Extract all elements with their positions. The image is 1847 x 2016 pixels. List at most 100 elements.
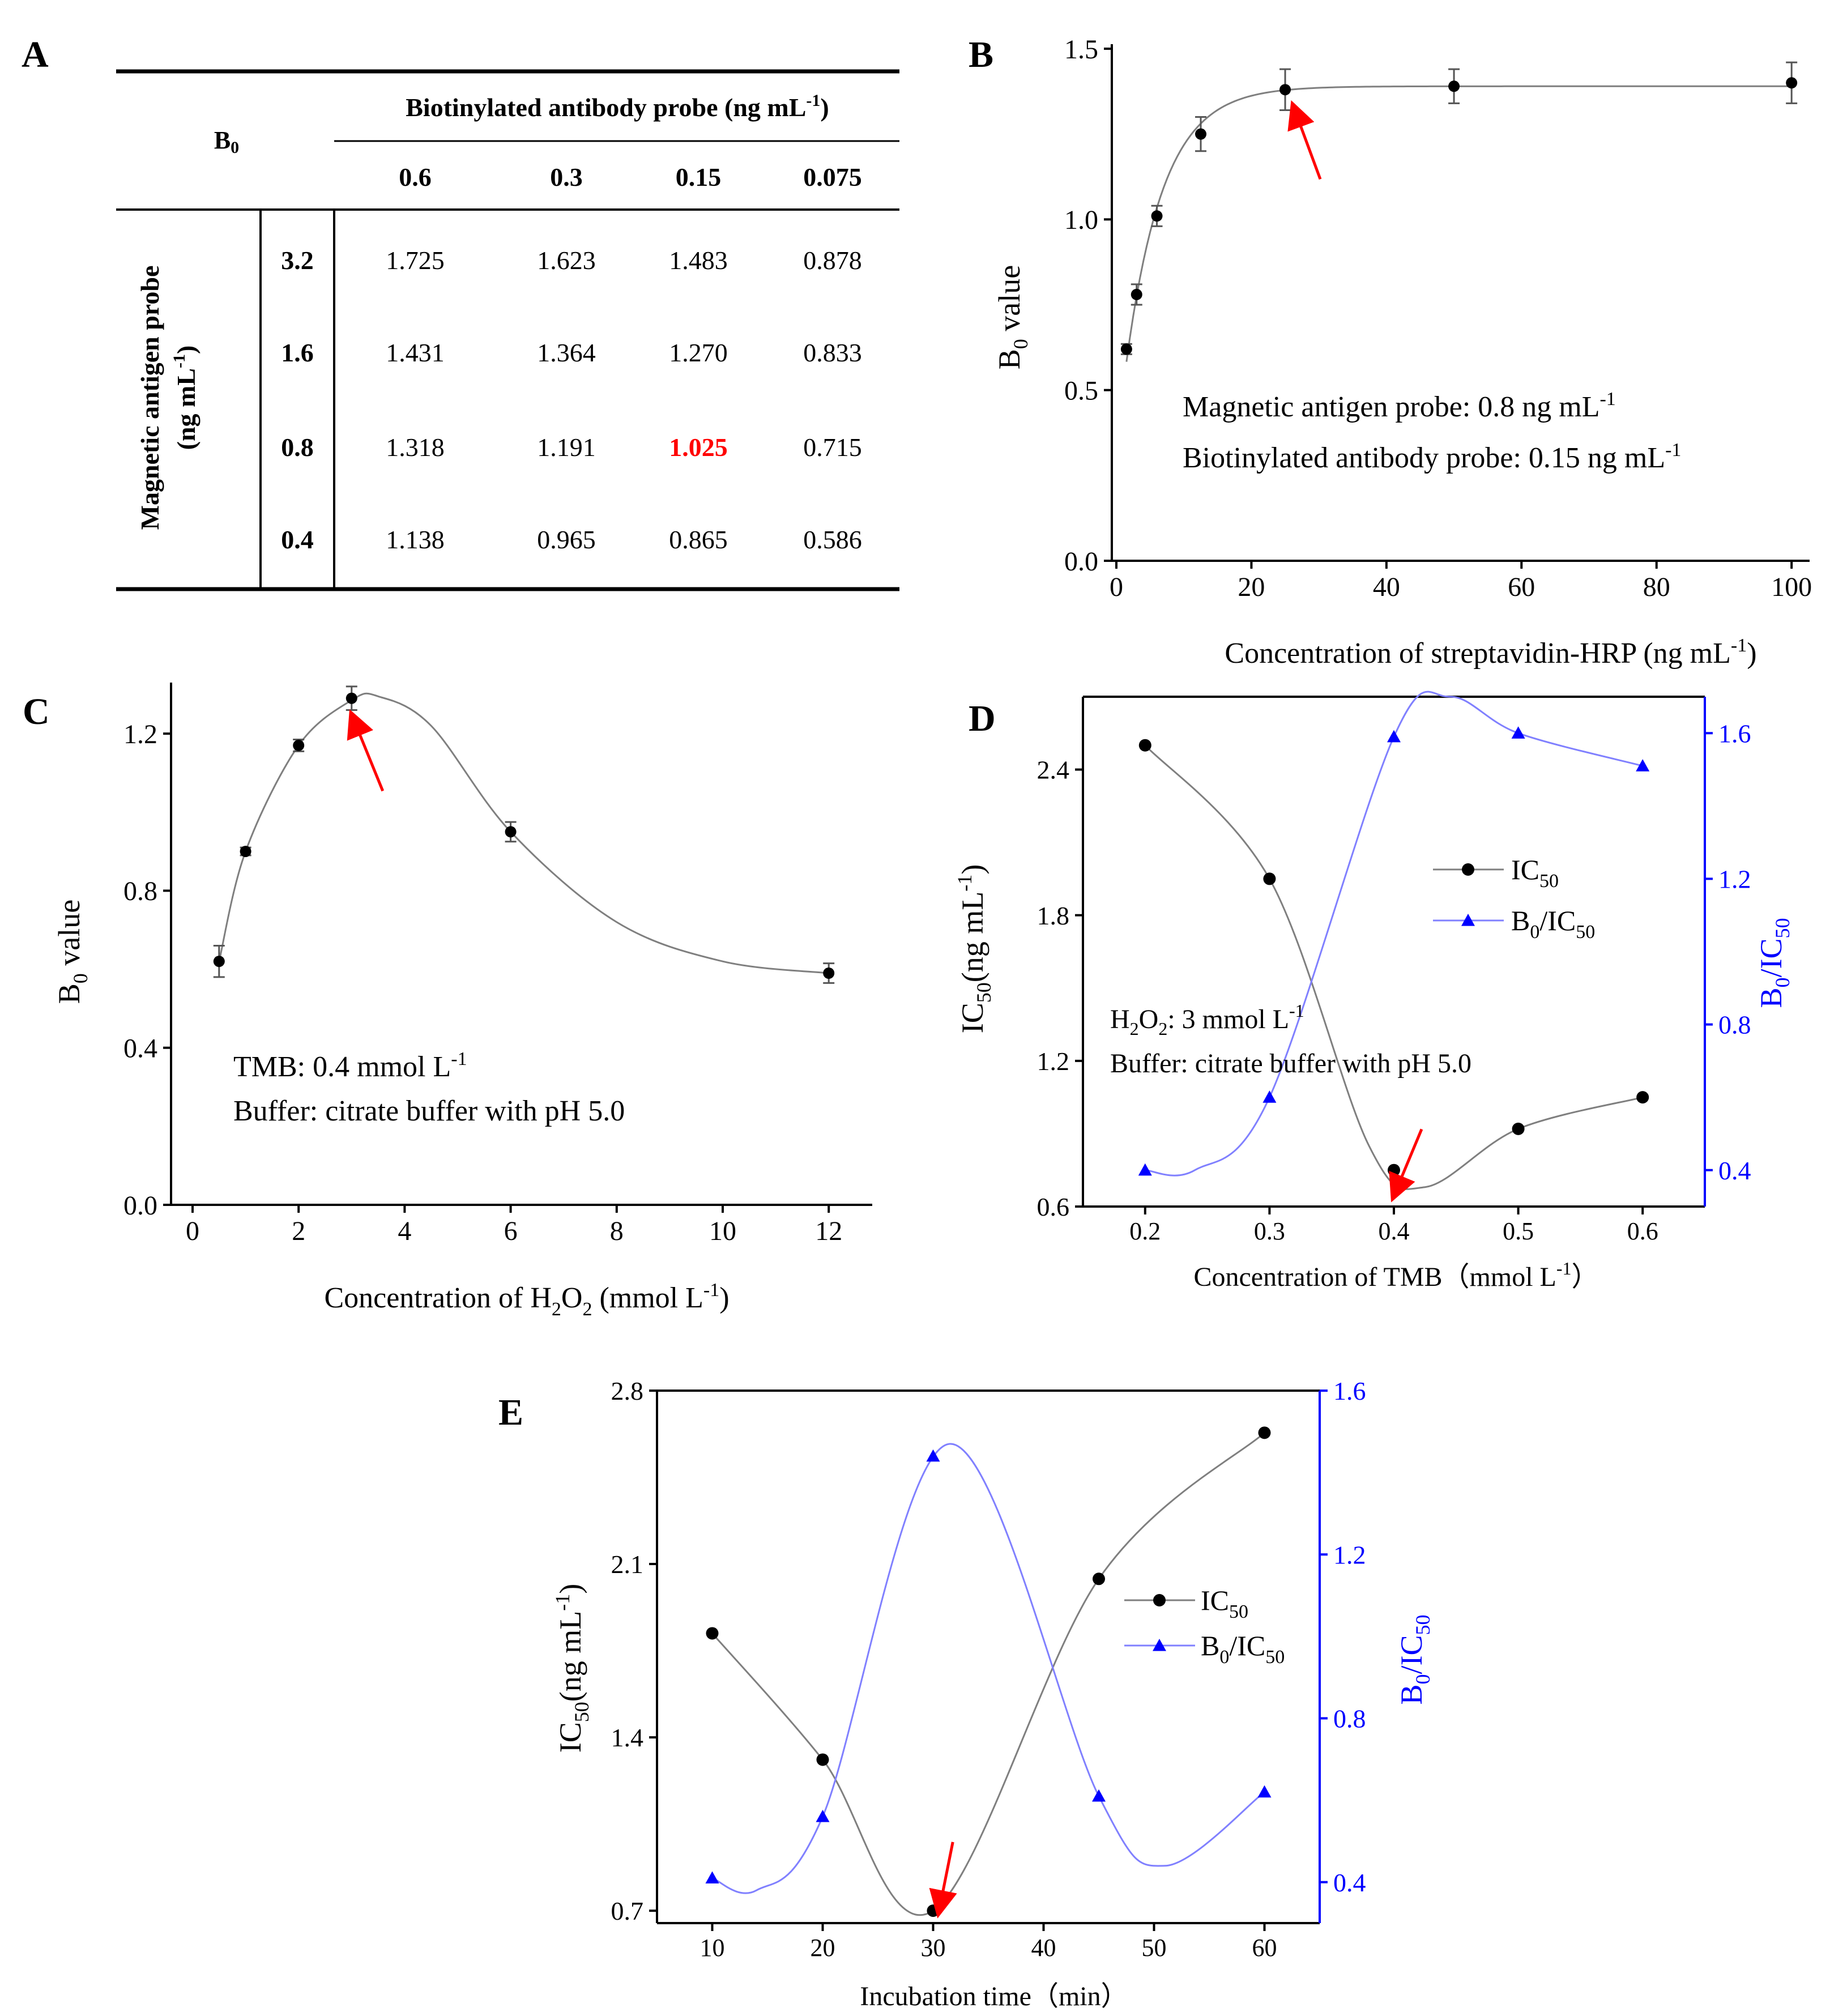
red-arrow bbox=[929, 1842, 957, 1919]
y-tick-label: 2.1 bbox=[611, 1550, 644, 1579]
chart-c-annotation-1: TMB: 0.4 mmol L-1 bbox=[233, 1049, 467, 1083]
data-point bbox=[1448, 80, 1460, 92]
panel-b: B 0 20 40 60 80 100 0.0 0.5 1.0 1.5 Concentration… bbox=[969, 34, 1812, 670]
table-row-label: 0.8 bbox=[281, 433, 314, 462]
x-tick-label: 0.4 bbox=[1379, 1217, 1410, 1245]
chart-d-annotation-1: H2O2: 3 mmol L-1 bbox=[1110, 1000, 1304, 1039]
ratio-point bbox=[1387, 730, 1401, 743]
ic50-point bbox=[1512, 1122, 1525, 1135]
x-tick-label: 10 bbox=[700, 1934, 725, 1962]
x-tick-label: 0.5 bbox=[1503, 1217, 1534, 1245]
y-tick-label: 2.8 bbox=[611, 1376, 644, 1405]
y-tick-label: 1.2 bbox=[123, 719, 157, 749]
svg-text:B0 value: B0 value bbox=[992, 265, 1032, 369]
panel-b-label: B bbox=[969, 34, 993, 75]
legend-ratio-marker bbox=[1153, 1639, 1166, 1651]
table-cell: 0.715 bbox=[803, 433, 862, 462]
legend-ratio-marker bbox=[1461, 914, 1475, 926]
x-tick-label: 50 bbox=[1142, 1934, 1167, 1962]
x-tick-label: 20 bbox=[1238, 572, 1265, 602]
table-row: 0.8 1.318 1.191 1.025 0.715 bbox=[281, 433, 862, 462]
data-point bbox=[345, 692, 357, 704]
ic50-point bbox=[1258, 1426, 1271, 1439]
panel-d-label: D bbox=[969, 698, 996, 739]
x-tick-label: 2 bbox=[292, 1216, 305, 1246]
red-arrow bbox=[347, 709, 385, 792]
chart-e-ylabel-left: IC50(ng mL-1) bbox=[551, 1584, 593, 1753]
chart-b-annotation-2: Biotinylated antibody probe: 0.15 ng mL-… bbox=[1183, 440, 1681, 474]
chart-d-xlabel: Concentration of TMB（mmol L-1） bbox=[1193, 1258, 1598, 1292]
x-tick-label: 40 bbox=[1373, 572, 1400, 602]
x-tick-label: 4 bbox=[398, 1216, 411, 1246]
ic50-point bbox=[706, 1627, 719, 1640]
chart-d-annotation-2: Buffer: citrate buffer with pH 5.0 bbox=[1110, 1049, 1471, 1079]
data-point bbox=[1279, 84, 1291, 96]
svg-text:B0 value: B0 value bbox=[52, 900, 92, 1004]
ratio-point bbox=[1636, 759, 1650, 772]
y-tick-label: 1.2 bbox=[1333, 1540, 1366, 1569]
y-tick-label: 0.4 bbox=[1333, 1868, 1366, 1897]
chart-d-ylabel-left: IC50(ng mL-1) bbox=[953, 864, 995, 1033]
data-point bbox=[1786, 77, 1798, 89]
table-corner-header: B0 bbox=[214, 126, 239, 157]
y-tick-label: 2.4 bbox=[1037, 756, 1070, 785]
chart-d-ylabel-right: B0/IC50 bbox=[1754, 918, 1794, 1008]
ic50-point bbox=[1093, 1572, 1105, 1585]
y-tick-label: 0.8 bbox=[123, 876, 157, 906]
x-tick-label: 6 bbox=[504, 1216, 518, 1246]
svg-text:IC50(ng mL-1): IC50(ng mL-1) bbox=[953, 864, 995, 1033]
panel-c: C 0 2 4 6 8 10 12 0.0 0.4 0.8 1.2 Concentration of… bbox=[23, 683, 872, 1320]
y-tick-label: 1.8 bbox=[1037, 901, 1070, 930]
y-tick-label: 0.4 bbox=[1718, 1156, 1751, 1185]
table-cell: 1.623 bbox=[537, 246, 596, 275]
table-row-label: 3.2 bbox=[281, 246, 314, 275]
y-tick-label: 1.2 bbox=[1718, 865, 1751, 894]
data-point bbox=[505, 826, 517, 838]
x-tick-label: 60 bbox=[1252, 1934, 1277, 1962]
data-point bbox=[823, 967, 835, 979]
y-tick-label: 1.6 bbox=[1718, 719, 1751, 748]
ic50-point bbox=[1636, 1091, 1649, 1104]
svg-text:B0/IC50: B0/IC50 bbox=[1754, 918, 1794, 1008]
chart-b-xlabel: Concentration of streptavidin-HRP (ng mL… bbox=[1225, 635, 1756, 670]
x-tick-label: 30 bbox=[921, 1934, 946, 1962]
x-tick-label: 0.6 bbox=[1627, 1217, 1658, 1245]
table-row-group-header: Magnetic antigen probe (ng mL-1) bbox=[135, 266, 201, 530]
table-row: 1.6 1.431 1.364 1.270 0.833 bbox=[281, 338, 862, 367]
chart-b-annotation-1: Magnetic antigen probe: 0.8 ng mL-1 bbox=[1183, 389, 1616, 423]
data-point bbox=[293, 739, 305, 751]
table-cell: 1.191 bbox=[537, 433, 596, 462]
y-tick-label: 0.4 bbox=[123, 1034, 157, 1064]
chart-e-xlabel: Incubation time（min） bbox=[860, 1981, 1128, 2011]
ratio-point bbox=[1257, 1785, 1272, 1798]
table-cell: 0.833 bbox=[803, 338, 862, 367]
y-tick-label: 1.6 bbox=[1333, 1376, 1366, 1405]
chart-e-ylabel-right: B0/IC50 bbox=[1394, 1614, 1434, 1704]
panel-a-label: A bbox=[22, 34, 49, 75]
chart-e-legend: IC50 B0/IC50 bbox=[1124, 1584, 1285, 1668]
y-tick-label: 1.4 bbox=[611, 1723, 644, 1752]
table-row-label: 0.4 bbox=[281, 525, 314, 554]
ratio-point bbox=[1138, 1163, 1152, 1176]
ic50-point bbox=[816, 1753, 829, 1766]
x-tick-label: 20 bbox=[811, 1934, 835, 1962]
data-point bbox=[1151, 210, 1163, 222]
row-group-header-line1: Magnetic antigen probe bbox=[135, 266, 164, 530]
y-tick-label: 0.7 bbox=[611, 1896, 644, 1925]
ic50-curve bbox=[711, 1432, 1265, 1916]
fit-curve bbox=[1125, 85, 1792, 362]
table-cell: 1.270 bbox=[669, 338, 728, 367]
table-cell: 0.865 bbox=[669, 525, 728, 554]
red-arrow bbox=[1287, 100, 1322, 180]
ic50-point bbox=[1388, 1163, 1400, 1177]
data-point bbox=[213, 956, 225, 967]
data-point bbox=[1120, 343, 1132, 355]
ratio-point bbox=[1262, 1090, 1277, 1103]
table-row: 0.4 1.138 0.965 0.865 0.586 bbox=[281, 525, 862, 554]
chart-e: 10 20 30 40 50 60 0.7 1.4 2.1 2.8 0.4 0.8 1.2 1.6 bbox=[611, 1376, 1366, 1962]
x-tick-label: 0 bbox=[186, 1216, 199, 1246]
table-cell: 1.364 bbox=[537, 338, 596, 367]
x-tick-label: 12 bbox=[815, 1216, 842, 1246]
panel-e: E 10 20 30 40 50 60 0.7 1.4 2.1 2.8 0.4 0.8 1.2 1.6 I… bbox=[498, 1376, 1434, 2011]
